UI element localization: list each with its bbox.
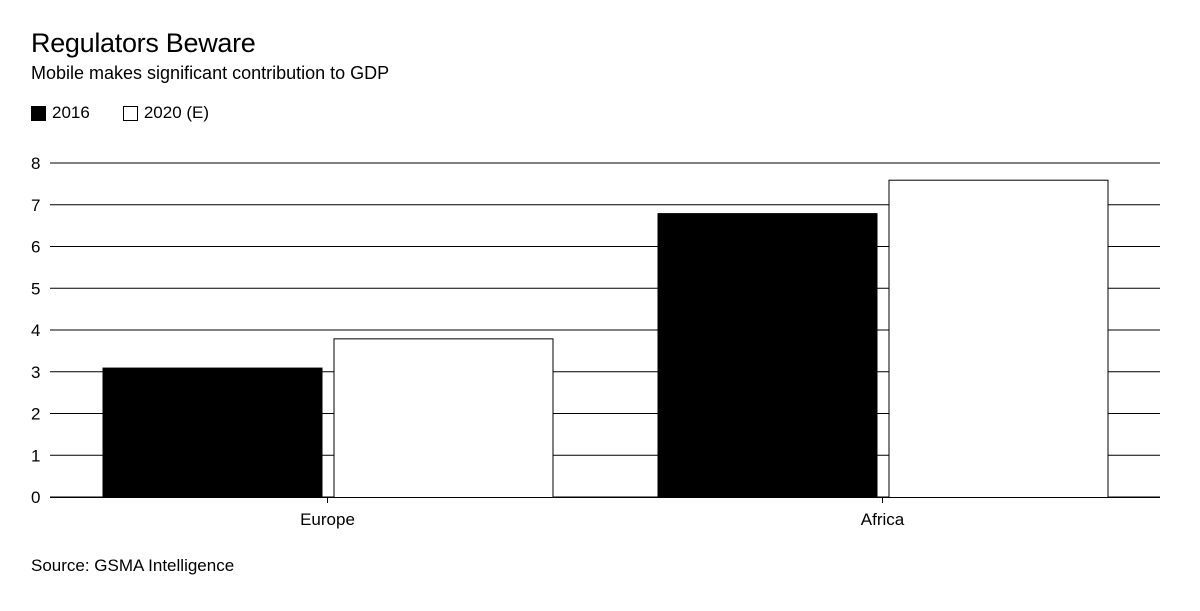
- bar-europe-2020: [333, 338, 554, 498]
- y-tick-label: 8: [31, 154, 40, 173]
- bar-africa-2020: [888, 179, 1109, 498]
- x-tick-label: Africa: [861, 510, 905, 529]
- y-tick-label: 1: [31, 446, 40, 465]
- legend-swatch-2016: [31, 105, 46, 121]
- bars: [102, 179, 1109, 499]
- x-tick-label: Europe: [300, 510, 355, 529]
- chart-title: Regulators Beware: [31, 28, 256, 58]
- legend-item-2016: 2016: [31, 103, 90, 123]
- bar-europe-2016: [102, 367, 323, 499]
- y-tick-label: 5: [31, 279, 40, 298]
- y-tick-label: 0: [31, 488, 40, 507]
- x-axis: Europe Africa: [50, 497, 1160, 529]
- legend: 2016 2020 (E): [31, 102, 242, 124]
- bar-africa-2016: [657, 213, 878, 498]
- y-tick-label: 3: [31, 363, 40, 382]
- legend-swatch-2020: [122, 105, 138, 121]
- y-axis-ticks: 0 1 2 3 4 5 6 7 8: [31, 154, 40, 507]
- y-tick-label: 2: [31, 405, 40, 424]
- y-tick-label: 7: [31, 196, 40, 215]
- source-note: Source: GSMA Intelligence: [31, 556, 235, 575]
- legend-item-2020: 2020 (E): [122, 103, 210, 123]
- y-tick-label: 4: [31, 321, 40, 340]
- legend-label-2016: 2016: [52, 103, 90, 122]
- chart-subtitle: Mobile makes significant contribution to…: [31, 63, 390, 83]
- y-tick-label: 6: [31, 238, 40, 257]
- legend-label-2020: 2020 (E): [143, 103, 210, 122]
